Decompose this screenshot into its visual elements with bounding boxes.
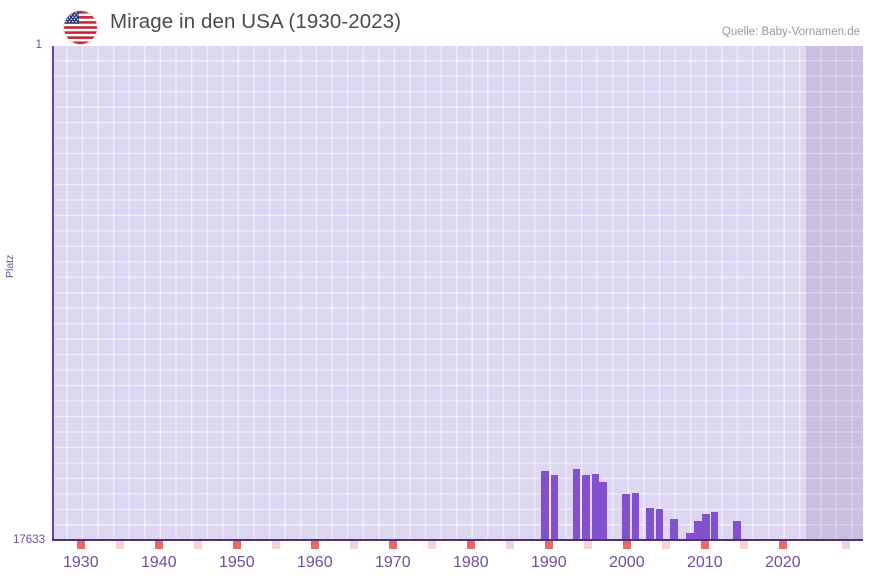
- bar-2007[interactable]: [686, 532, 694, 540]
- bar-1995[interactable]: [591, 474, 600, 540]
- x-axis-tick-marks: [52, 541, 863, 549]
- grid-background-shaded-region: [806, 46, 863, 541]
- bar-2000[interactable]: [631, 493, 640, 540]
- x-tick-1970: [389, 541, 397, 549]
- bar-2008[interactable]: [694, 521, 702, 540]
- x-axis-label-2000: 2000: [609, 554, 645, 571]
- bar-2005[interactable]: [670, 519, 678, 540]
- y-axis-title: Platz: [4, 254, 16, 278]
- bar-2003[interactable]: [655, 509, 664, 540]
- bar-1993[interactable]: [572, 469, 581, 540]
- y-axis-max-label: 1: [35, 39, 42, 51]
- x-tick-1980: [467, 541, 475, 549]
- x-tick-2010: [701, 541, 709, 549]
- x-tick-1950: [233, 541, 241, 549]
- us-flag-icon: [64, 11, 97, 44]
- bar-1990[interactable]: [550, 475, 559, 540]
- x-tick-2023: [842, 541, 850, 549]
- plot-area: [52, 46, 863, 549]
- x-axis-label-1990: 1990: [531, 554, 567, 571]
- x-tick-1960: [311, 541, 319, 549]
- x-tick-2020: [779, 541, 787, 549]
- x-tick-1955: [272, 541, 280, 549]
- bar-1999[interactable]: [622, 493, 630, 540]
- bar-series: [52, 46, 863, 541]
- chart-title: Mirage in den USA (1930-2023): [110, 10, 402, 33]
- x-axis-label-1950: 1950: [219, 554, 255, 571]
- x-tick-1990: [545, 541, 553, 549]
- bar-1989[interactable]: [541, 471, 549, 540]
- x-axis-label-1980: 1980: [453, 554, 489, 571]
- x-axis-label-1940: 1940: [141, 554, 177, 571]
- x-axis-label-1970: 1970: [375, 554, 411, 571]
- x-tick-1940: [155, 541, 163, 549]
- x-tick-1935: [116, 541, 124, 549]
- x-axis-labels: 1930 1940 1950 1960 1970 1980 1990 2000 2010 2020: [52, 554, 863, 580]
- bar-2010[interactable]: [710, 512, 719, 540]
- x-axis-label-1960: 1960: [297, 554, 333, 571]
- x-tick-1945: [194, 541, 202, 549]
- x-tick-1930: [77, 541, 85, 549]
- bar-2012[interactable]: [733, 521, 741, 540]
- grid-background: [52, 46, 806, 541]
- bar-2009[interactable]: [702, 514, 710, 540]
- x-axis-label-2010: 2010: [687, 554, 723, 571]
- x-tick-2000: [623, 541, 631, 549]
- x-axis-line: [52, 539, 863, 541]
- y-axis-line: [52, 46, 54, 541]
- x-tick-1965: [350, 541, 358, 549]
- bar-1994[interactable]: [582, 474, 590, 540]
- x-tick-2005: [662, 541, 670, 549]
- x-tick-1975: [428, 541, 436, 549]
- bar-1996[interactable]: [599, 482, 607, 540]
- x-tick-1995: [584, 541, 592, 549]
- x-tick-2015: [740, 541, 748, 549]
- chart-header: Mirage in den USA (1930-2023) Quelle: Ba…: [0, 0, 873, 46]
- x-axis-label-2020: 2020: [765, 554, 801, 571]
- source-label: Quelle: Baby-Vornamen.de: [721, 26, 860, 38]
- x-axis-label-1930: 1930: [63, 554, 99, 571]
- x-tick-1985: [506, 541, 514, 549]
- bar-2002[interactable]: [646, 507, 654, 540]
- y-axis-min-label: 17633: [13, 534, 45, 546]
